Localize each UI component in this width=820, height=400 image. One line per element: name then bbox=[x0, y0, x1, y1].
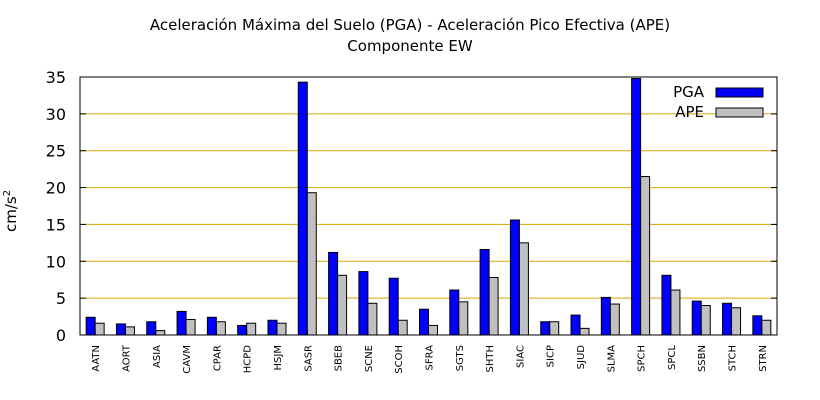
bar-pga bbox=[237, 324, 248, 336]
y-tick-label: 0 bbox=[56, 326, 66, 345]
x-tick-label: SCOH bbox=[394, 345, 405, 374]
chart-subtitle: Componente EW bbox=[347, 37, 473, 55]
bar-ape bbox=[397, 319, 408, 336]
y-tick-label: 5 bbox=[56, 289, 66, 308]
bar-pga bbox=[661, 274, 672, 336]
bar-pga bbox=[691, 300, 702, 336]
bar-pga bbox=[479, 248, 490, 336]
bar-ape bbox=[761, 319, 772, 336]
legend-swatch-ape bbox=[715, 107, 764, 118]
x-tick-label: HCPD bbox=[243, 345, 254, 374]
y-tick-label: 20 bbox=[46, 179, 66, 198]
bar-pga bbox=[85, 316, 96, 336]
y-tick-label: 35 bbox=[46, 68, 66, 87]
plot-frame bbox=[79, 76, 778, 336]
bar-ape bbox=[276, 322, 287, 336]
bar-ape bbox=[518, 242, 529, 336]
bar-ape bbox=[700, 305, 711, 336]
x-tick-label: SFRA bbox=[425, 345, 436, 371]
bar-ape bbox=[670, 289, 681, 336]
bar-ape bbox=[609, 303, 620, 336]
x-tick-label: SSBN bbox=[697, 345, 708, 372]
bar-ape bbox=[246, 322, 257, 336]
bar-pga bbox=[449, 289, 460, 336]
bar-ape bbox=[215, 321, 226, 336]
x-tick-label: SGTS bbox=[455, 345, 466, 371]
bar-ape bbox=[731, 307, 742, 336]
legend-label-ape: APE bbox=[675, 103, 704, 121]
x-tick-label: SPCH bbox=[637, 345, 648, 372]
x-tick-label: SASR bbox=[303, 345, 314, 372]
x-tick-label: SPCL bbox=[667, 345, 678, 370]
bar-ape bbox=[155, 330, 166, 336]
x-tick-label: AORT bbox=[121, 344, 132, 372]
x-tick-label: STCH bbox=[728, 345, 739, 371]
y-tick-label: 25 bbox=[46, 142, 66, 161]
bar-pga bbox=[388, 277, 399, 336]
bar-pga bbox=[358, 271, 369, 336]
bar-pga bbox=[570, 314, 581, 336]
bar-pga bbox=[509, 219, 520, 336]
bar-pga bbox=[115, 323, 126, 336]
bar-ape bbox=[458, 301, 469, 336]
bar-pga bbox=[631, 77, 642, 336]
bar-pga bbox=[206, 316, 217, 336]
x-tick-label: SBEB bbox=[334, 345, 345, 372]
y-tick-label: 30 bbox=[46, 105, 66, 124]
bar-pga bbox=[146, 321, 157, 336]
bar-pga bbox=[297, 81, 308, 336]
bar-pga bbox=[419, 308, 429, 336]
bar-ape bbox=[549, 321, 560, 336]
bar-pga bbox=[328, 251, 339, 336]
chart-title: Aceleración Máxima del Suelo (PGA) - Ace… bbox=[149, 16, 671, 34]
bar-ape bbox=[185, 319, 196, 336]
bar-ape bbox=[579, 327, 590, 336]
x-tick-label: ASIA bbox=[152, 345, 163, 368]
bar-pga bbox=[540, 321, 551, 336]
x-tick-label: SLMA bbox=[606, 345, 617, 373]
bar-pga bbox=[176, 310, 187, 336]
bar-pga bbox=[722, 302, 733, 336]
bar-ape bbox=[306, 192, 317, 336]
bar-ape bbox=[428, 324, 438, 336]
x-tick-label: STRN bbox=[758, 345, 769, 372]
legend-swatch-pga bbox=[715, 87, 764, 98]
bar-ape bbox=[124, 326, 135, 336]
bar-pga bbox=[600, 296, 611, 336]
x-tick-label: CPAR bbox=[212, 345, 223, 371]
bar-ape bbox=[488, 277, 499, 336]
legend-label-pga: PGA bbox=[673, 83, 705, 101]
x-tick-label: AATN bbox=[91, 345, 102, 372]
x-tick-label: CAVM bbox=[182, 345, 193, 374]
x-tick-label: SICP bbox=[546, 345, 557, 367]
x-tick-label: SJUD bbox=[576, 345, 587, 370]
bar-ape bbox=[367, 302, 378, 336]
bar-pga bbox=[752, 315, 763, 336]
y-tick-label: 10 bbox=[46, 252, 66, 271]
bar-ape bbox=[640, 176, 651, 336]
y-tick-label: 15 bbox=[46, 215, 66, 234]
x-tick-label: HSJM bbox=[273, 345, 284, 370]
bar-ape bbox=[94, 322, 105, 336]
x-tick-label: SCNE bbox=[364, 345, 375, 372]
x-tick-label: SIAC bbox=[515, 345, 526, 368]
bar-pga bbox=[267, 319, 278, 336]
bar-ape bbox=[337, 274, 348, 336]
x-tick-label: SHTH bbox=[485, 345, 496, 373]
